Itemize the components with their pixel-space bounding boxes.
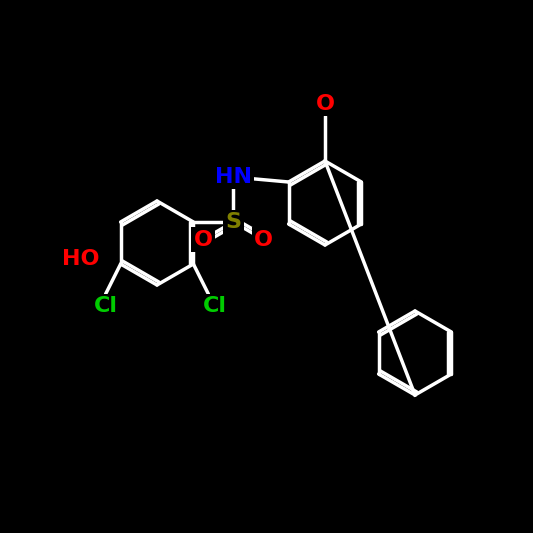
Text: O: O [254,230,273,249]
Text: S: S [225,212,241,232]
Text: Cl: Cl [204,296,228,316]
Text: O: O [193,230,213,249]
Text: HO: HO [62,249,99,269]
Text: HN: HN [215,167,252,187]
Text: O: O [316,94,335,114]
Text: Cl: Cl [94,296,118,316]
